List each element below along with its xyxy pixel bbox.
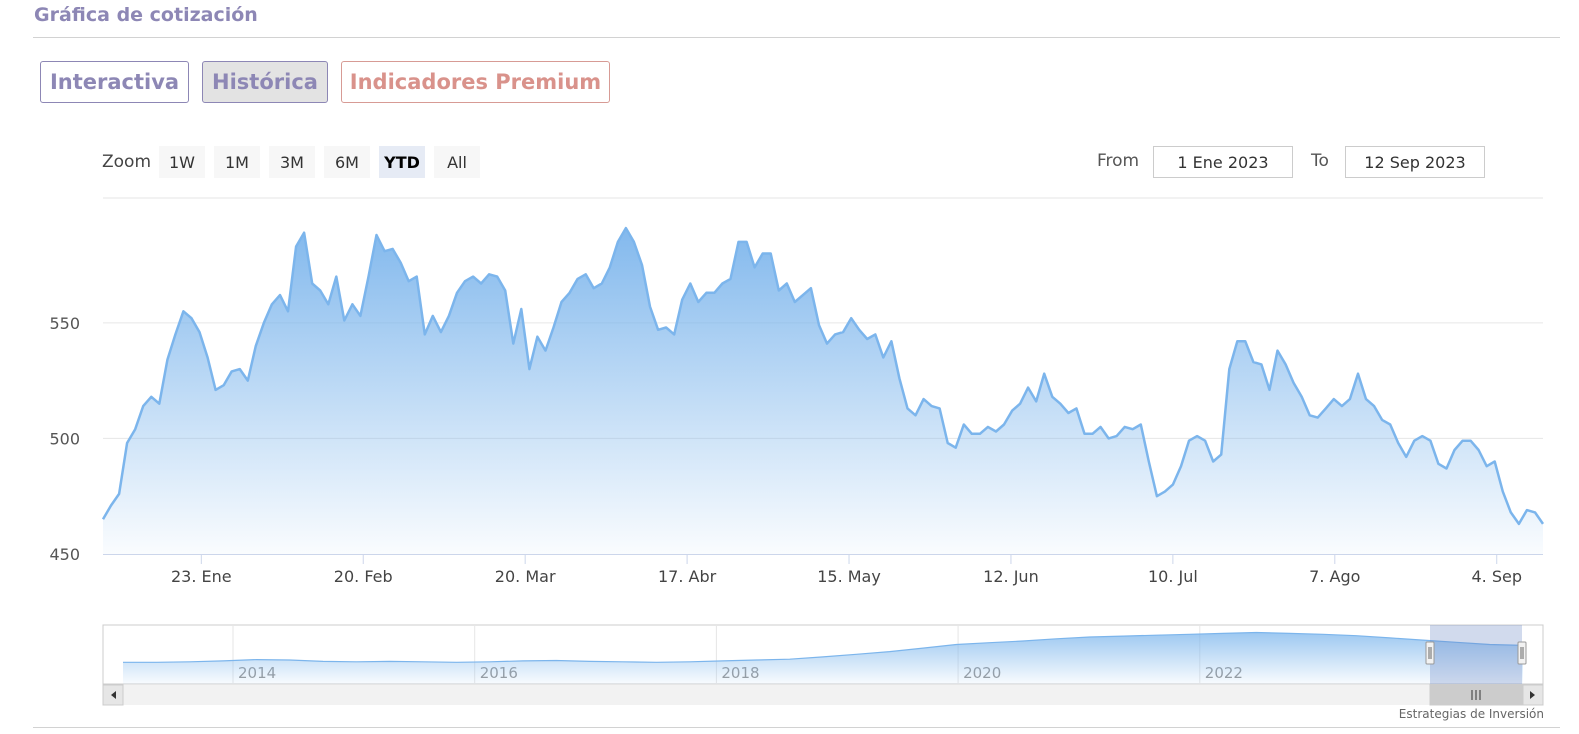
x-tick-label: 20. Feb — [334, 567, 393, 586]
navigator-selection[interactable] — [1430, 625, 1522, 684]
x-axis: 23. Ene 20. Feb 20. Mar 17. Abr 15. May 12. J… — [103, 554, 1543, 586]
tab-premium-indicators[interactable]: Indicadores Premium — [341, 61, 610, 103]
x-tick-label: 17. Abr — [658, 567, 717, 586]
navigator-right-handle[interactable] — [1517, 641, 1527, 665]
y-tick-label: 500 — [49, 429, 80, 448]
zoom-ytd-button[interactable]: YTD — [379, 146, 425, 178]
y-tick-label: 550 — [49, 314, 80, 333]
zoom-6m-button[interactable]: 6M — [324, 146, 370, 178]
x-tick-label: 4. Sep — [1471, 567, 1522, 586]
from-date-input[interactable] — [1153, 146, 1293, 178]
x-tick-label: 23. Ene — [171, 567, 232, 586]
to-date-input[interactable] — [1345, 146, 1485, 178]
section-title: Gráfica de cotización — [34, 4, 258, 26]
tab-historic[interactable]: Histórica — [202, 61, 328, 103]
navigator-area — [123, 632, 1523, 684]
tab-interactive[interactable]: Interactiva — [40, 61, 189, 103]
price-area-fill — [103, 228, 1543, 554]
x-tick-label: 12. Jun — [983, 567, 1039, 586]
credits-text: Estrategias de Inversión — [1398, 707, 1544, 721]
navigator[interactable]: 20142016201820202022 — [102, 624, 1544, 706]
zoom-1m-button[interactable]: 1M — [214, 146, 260, 178]
x-tick-label: 20. Mar — [495, 567, 556, 586]
zoom-1w-button[interactable]: 1W — [159, 146, 205, 178]
x-tick-label: 7. Ago — [1309, 567, 1360, 586]
zoom-all-button[interactable]: All — [434, 146, 480, 178]
navigator-line — [123, 631, 1524, 663]
title-divider — [33, 37, 1560, 38]
price-series-line — [101, 226, 1545, 526]
scrollbar-track[interactable] — [103, 685, 1543, 705]
x-tick-label: 10. Jul — [1148, 567, 1198, 586]
y-axis: 450 500 550 — [49, 314, 80, 564]
footer-divider — [33, 727, 1560, 728]
price-area — [101, 226, 1545, 554]
from-label: From — [1097, 151, 1140, 171]
zoom-label: Zoom — [102, 152, 152, 172]
zoom-3m-button[interactable]: 3M — [269, 146, 315, 178]
x-tick-label: 15. May — [817, 567, 881, 586]
scroll-left-arrow-icon — [111, 691, 116, 699]
y-tick-label: 450 — [49, 545, 80, 564]
to-label: To — [1311, 151, 1329, 171]
scroll-right-arrow-icon — [1530, 691, 1535, 699]
navigator-left-handle[interactable] — [1425, 641, 1435, 665]
